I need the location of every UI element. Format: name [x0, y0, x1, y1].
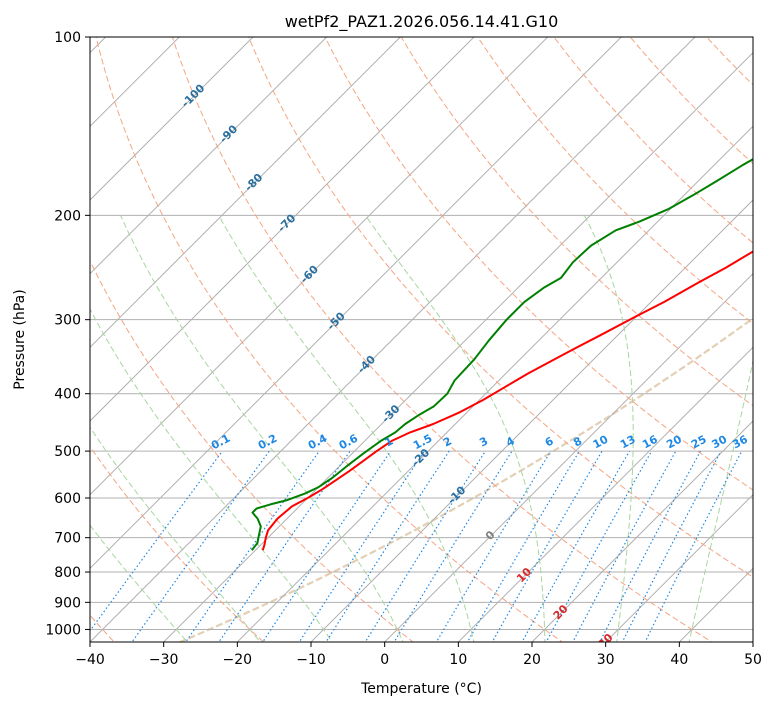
y-tick-label: 200	[54, 208, 81, 224]
dry-adiabat-line	[171, 37, 713, 642]
mixing-ratio-line	[262, 450, 392, 642]
isotherm-line	[90, 37, 549, 496]
isotherm-line	[90, 37, 402, 349]
chart-title: wetPf2_PAZ1.2026.056.14.41.G10	[285, 12, 559, 32]
moist-adiabat-line	[364, 215, 546, 642]
isotherm-line	[604, 493, 753, 642]
x-tick-label: 30	[597, 652, 615, 668]
x-tick-label: −20	[223, 652, 253, 668]
x-tick-label: −30	[149, 652, 179, 668]
moist-adiabat-line	[90, 524, 188, 642]
isotherm-line	[310, 199, 753, 642]
mixing-ratio-line	[435, 450, 552, 642]
dry-adiabat-line	[248, 37, 753, 578]
mixing-ratio-line	[131, 450, 270, 642]
mixing-ratio-line	[298, 450, 425, 642]
y-tick-label: 500	[54, 444, 81, 460]
y-tick-label: 600	[54, 491, 81, 507]
moist-adiabat-line	[583, 215, 634, 642]
isotherm-line	[162, 51, 753, 642]
isotherm-line	[90, 37, 328, 275]
dewpoint-profile-line	[251, 158, 753, 551]
isotherm-line	[236, 125, 753, 642]
y-tick-label: 800	[54, 565, 81, 581]
profile-lines	[251, 158, 753, 551]
y-axis-label: Pressure (hPa)	[12, 289, 28, 389]
moist-adiabat-line	[90, 308, 333, 642]
isotherm-line	[457, 346, 753, 642]
isotherm-line	[90, 37, 181, 128]
x-tick-label: −40	[75, 652, 105, 668]
moist-adiabat-line	[218, 215, 475, 642]
isotherm-line	[90, 37, 696, 642]
mixing-ratio-label: 30	[710, 433, 730, 452]
y-tick-label: 100	[54, 30, 81, 46]
background-reference-curve	[177, 316, 753, 642]
y-tick-label: 300	[54, 313, 81, 329]
isotherm-line	[383, 272, 753, 642]
dry-adiabat-line	[553, 37, 753, 244]
x-tick-label: 0	[380, 652, 389, 668]
mixing-ratio-label: 13	[618, 433, 638, 452]
mixing-ratio-label: 20	[664, 433, 684, 452]
temperature-profile-line	[261, 250, 753, 551]
x-tick-label: 20	[523, 652, 541, 668]
x-tick-label: 10	[449, 652, 467, 668]
isotherm-line	[90, 37, 254, 201]
mixing-ratio-line	[218, 450, 351, 642]
mixing-ratio-line	[185, 450, 320, 642]
mixing-ratio-label: 36	[730, 433, 750, 452]
isotherm-line	[90, 37, 623, 570]
dry-adiabat-line	[90, 259, 414, 642]
x-axis-label: Temperature (°C)	[360, 681, 482, 697]
mixing-ratio-line	[325, 450, 450, 642]
y-tick-label: 1000	[45, 622, 81, 638]
y-tick-label: 400	[54, 387, 81, 403]
y-tick-label: 700	[54, 531, 81, 547]
mixing-ratio-line	[491, 450, 603, 642]
moist-adiabat-line	[688, 358, 753, 642]
x-tick-label: 50	[744, 652, 762, 668]
x-tick-label: −10	[296, 652, 326, 668]
background-lines	[90, 37, 753, 642]
isotherm-label: 30	[596, 631, 616, 651]
x-tick-label: 40	[670, 652, 688, 668]
mixing-ratio-line	[466, 450, 580, 642]
axes: −40 −30 −20 −10 0 10 20 30 40 50 100 200 300 400 500 60…	[45, 30, 762, 668]
mixing-ratio-line	[644, 450, 743, 642]
mixing-ratio-label: 10	[591, 433, 611, 452]
y-tick-label: 900	[54, 595, 81, 611]
moist-adiabat-line	[120, 215, 404, 642]
moist-adiabat-line	[90, 426, 261, 642]
mixing-ratio-line	[545, 450, 653, 642]
mixing-ratio-label: 16	[640, 433, 660, 452]
plot-frame	[89, 36, 754, 643]
mixing-ratio-label: 25	[689, 433, 709, 452]
dry-adiabat-line	[324, 37, 753, 491]
isotherm-line	[90, 37, 475, 422]
dry-adiabat-line	[629, 37, 753, 165]
